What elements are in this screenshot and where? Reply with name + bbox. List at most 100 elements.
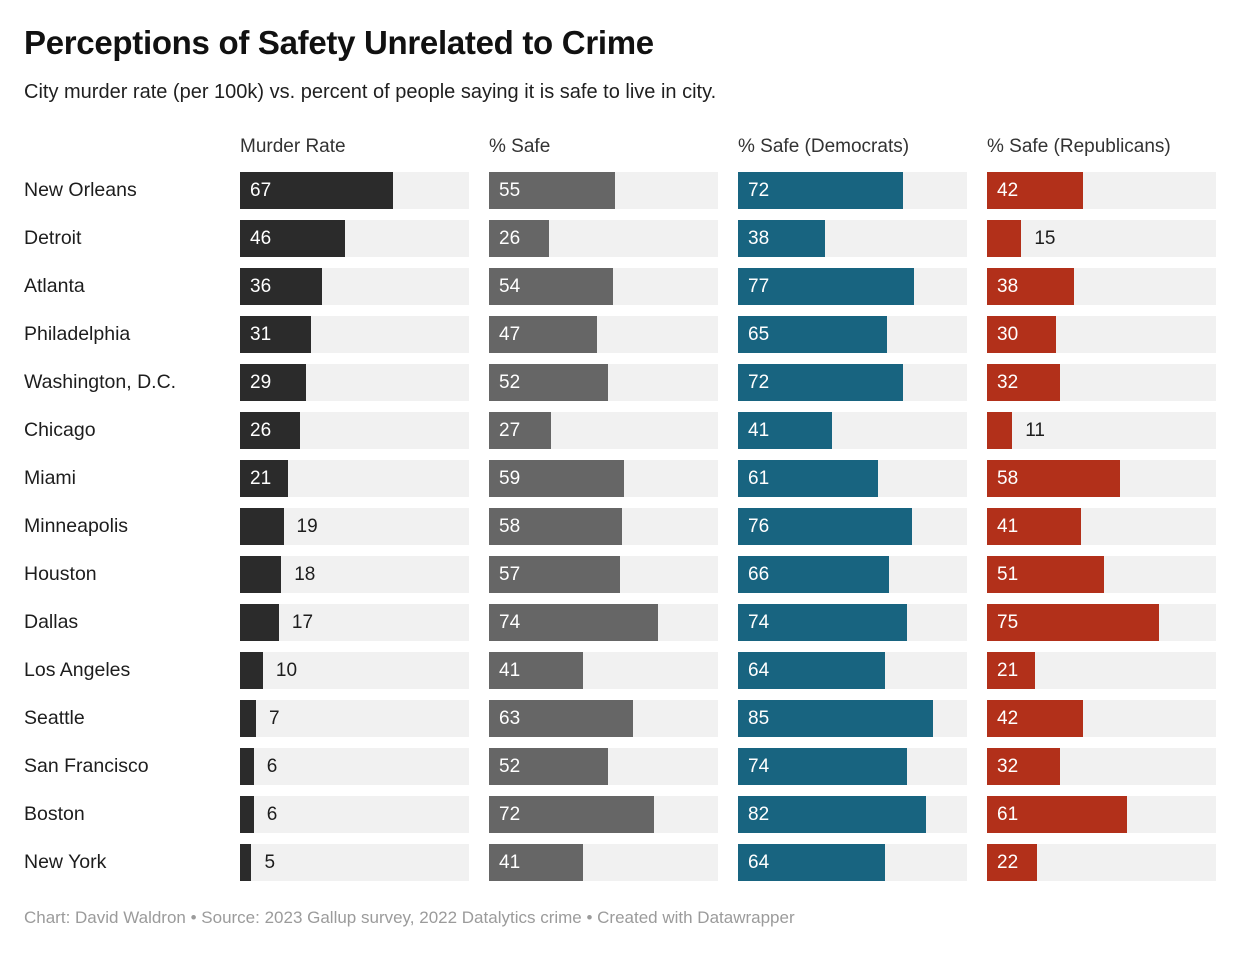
bar-value-label: 29 [250, 371, 272, 393]
bar-track: 61 [987, 795, 1216, 833]
bar-value-label: 75 [997, 611, 1019, 633]
bar-value-label: 66 [748, 563, 770, 585]
bar-track: 30 [987, 315, 1216, 353]
bar-safe-democrats: 64 [738, 651, 885, 689]
bar-value-label: 63 [499, 707, 521, 729]
bar-safe-republicans: 75 [987, 603, 1159, 641]
bar-murder-rate [240, 555, 282, 593]
bar-safe-republicans: 32 [987, 747, 1061, 785]
bar-safe-democrats: 64 [738, 843, 885, 881]
table-row: New York 5 41 64 22 [24, 843, 1216, 881]
bar-murder-rate: 67 [240, 171, 394, 209]
row-label-city: Seattle [24, 706, 85, 729]
bar-track: 47 [489, 315, 718, 353]
bar-track: 74 [489, 603, 718, 641]
bar-value-label: 74 [748, 611, 770, 633]
bar-track: 67 [240, 171, 469, 209]
bar-murder-rate [240, 843, 252, 881]
bar-track: 72 [738, 171, 967, 209]
row-label-city: Atlanta [24, 274, 85, 297]
bar-murder-rate [240, 603, 279, 641]
bar-track: 65 [738, 315, 967, 353]
bar-track: 29 [240, 363, 469, 401]
bar-track: 66 [738, 555, 967, 593]
bar-track: 6 [240, 747, 469, 785]
bar-safe-democrats: 66 [738, 555, 890, 593]
bar-safe-democrats: 41 [738, 411, 832, 449]
bar-value-label: 15 [1034, 227, 1056, 249]
bar-value-label: 41 [499, 659, 521, 681]
bar-track: 22 [987, 843, 1216, 881]
bar-safe: 57 [489, 555, 620, 593]
bar-murder-rate: 36 [240, 267, 323, 305]
bar-value-label: 64 [748, 851, 770, 873]
bar-track: 42 [987, 699, 1216, 737]
bar-value-label: 27 [499, 419, 521, 441]
table-row: Philadelphia 31 47 65 30 [24, 315, 1216, 353]
bar-safe-republicans: 42 [987, 171, 1084, 209]
row-label-city: Houston [24, 562, 97, 585]
bar-value-label: 72 [499, 803, 521, 825]
bar-track: 10 [240, 651, 469, 689]
bar-safe-republicans: 58 [987, 459, 1120, 497]
bar-murder-rate [240, 507, 284, 545]
bar-value-label: 38 [997, 275, 1019, 297]
bar-track: 19 [240, 507, 469, 545]
bar-value-label: 41 [997, 515, 1019, 537]
bar-value-label: 52 [499, 755, 521, 777]
bar-track: 32 [987, 363, 1216, 401]
column-header-safe-republicans: % Safe (Republicans) [987, 135, 1171, 157]
bar-track: 74 [738, 747, 967, 785]
bar-murder-rate [240, 747, 254, 785]
table-row: Seattle 7 63 85 42 [24, 699, 1216, 737]
bar-value-label: 11 [1025, 419, 1045, 441]
bar-track: 36 [240, 267, 469, 305]
bar-value-label: 26 [499, 227, 521, 249]
row-label-city: Dallas [24, 610, 79, 633]
bar-safe-republicans: 21 [987, 651, 1036, 689]
bar-murder-rate: 31 [240, 315, 311, 353]
bar-value-label: 58 [997, 467, 1019, 489]
bar-value-label: 41 [748, 419, 770, 441]
bar-safe: 74 [489, 603, 659, 641]
bar-value-label: 26 [250, 419, 272, 441]
bar-safe-republicans: 51 [987, 555, 1104, 593]
row-label-city: New Orleans [24, 178, 137, 201]
bar-track: 72 [738, 363, 967, 401]
page-title: Perceptions of Safety Unrelated to Crime [24, 24, 654, 61]
bar-safe-republicans: 42 [987, 699, 1084, 737]
bar-track: 55 [489, 171, 718, 209]
bar-track: 11 [987, 411, 1216, 449]
bar-track: 15 [987, 219, 1216, 257]
bar-safe: 59 [489, 459, 625, 497]
bar-value-label: 85 [748, 707, 770, 729]
bar-track: 75 [987, 603, 1216, 641]
row-label-city: Washington, D.C. [24, 370, 177, 393]
row-label-city: New York [24, 850, 107, 873]
table-row: Minneapolis 19 58 76 41 [24, 507, 1216, 545]
bar-safe-democrats: 74 [738, 603, 908, 641]
bar-track: 51 [987, 555, 1216, 593]
row-label-city: San Francisco [24, 754, 149, 777]
bar-track: 54 [489, 267, 718, 305]
column-header-murder-rate: Murder Rate [240, 135, 346, 157]
column-header-safe: % Safe [489, 135, 551, 157]
bar-value-label: 18 [294, 563, 316, 585]
bar-safe: 41 [489, 843, 583, 881]
bar-safe-democrats: 76 [738, 507, 913, 545]
bar-value-label: 47 [499, 323, 521, 345]
bar-murder-rate: 29 [240, 363, 307, 401]
table-row: Houston 18 57 66 51 [24, 555, 1216, 593]
bar-safe-republicans: 30 [987, 315, 1056, 353]
bar-track: 41 [489, 651, 718, 689]
bar-track: 5 [240, 843, 469, 881]
table-row: Dallas 17 74 74 75 [24, 603, 1216, 641]
bar-safe-democrats: 82 [738, 795, 926, 833]
bar-value-label: 82 [748, 803, 770, 825]
row-label-city: Boston [24, 802, 85, 825]
bar-track: 76 [738, 507, 967, 545]
bar-murder-rate: 21 [240, 459, 289, 497]
bar-safe-democrats: 72 [738, 171, 903, 209]
table-row: Detroit 46 26 38 15 [24, 219, 1216, 257]
bar-value-label: 6 [266, 803, 278, 825]
